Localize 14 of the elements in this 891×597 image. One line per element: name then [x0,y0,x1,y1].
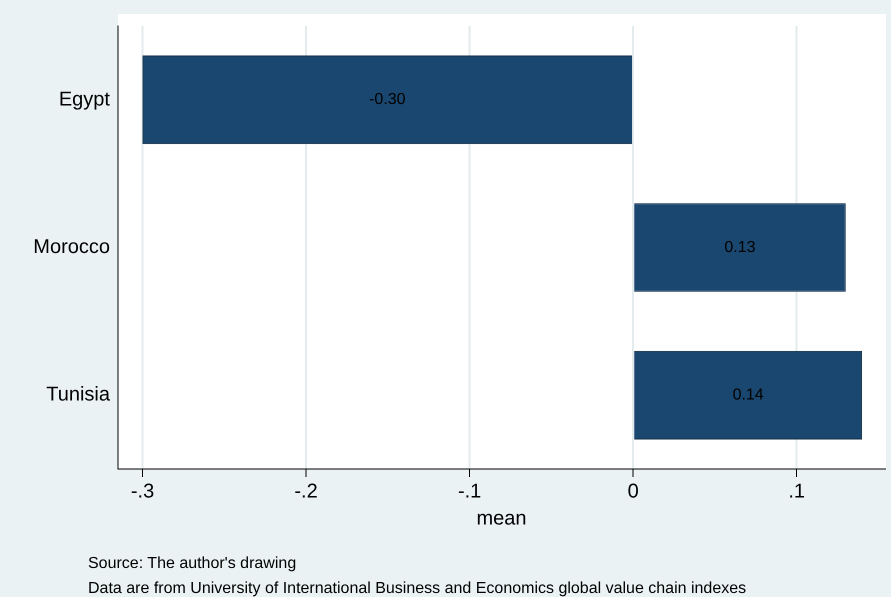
y-tick-label: Egypt [58,88,110,110]
text: Data are from University of International Business and Economics global value chain indexes [88,580,746,597]
x-tick-label: -.3 [130,480,154,503]
x-axis-title: mean [476,508,527,530]
x-tick-label: -.2 [294,480,318,503]
data-label: 0.13 [724,238,756,256]
x-tick-label: -.1 [458,480,482,503]
source-note: Source: The author's drawing [88,555,296,572]
x-tick-label: .1 [788,480,806,503]
data-label: -0.30 [369,91,406,108]
y-tick-label: Morocco [33,236,110,258]
data-label: 0.14 [732,386,764,404]
y-tick-label: Tunisia [46,384,111,406]
x-tick-label: 0 [628,480,639,503]
